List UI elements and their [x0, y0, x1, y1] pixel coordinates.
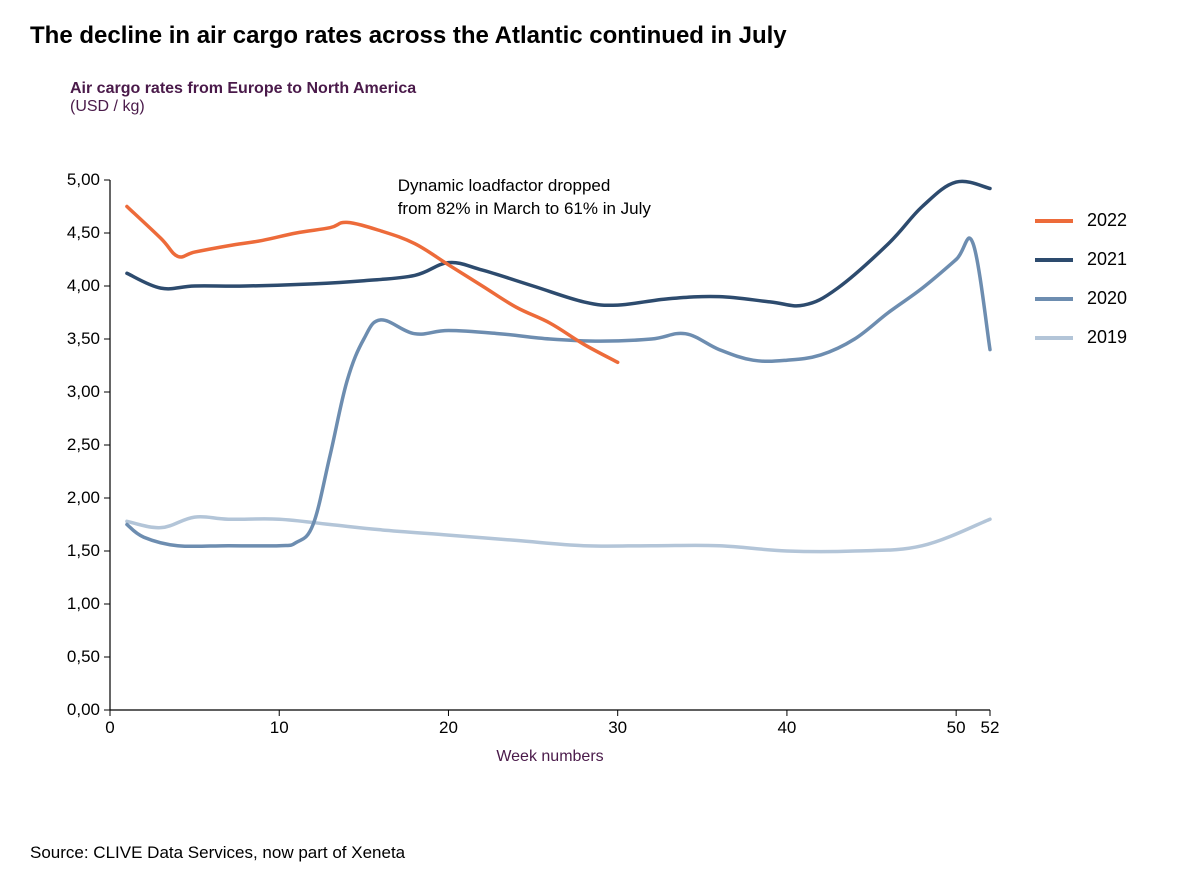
legend-item-2019: 2019 [1035, 327, 1127, 348]
y-tick-label: 0,50 [67, 647, 100, 667]
x-axis-title: Week numbers [496, 748, 603, 766]
y-tick-label: 3,00 [67, 382, 100, 402]
y-tick-label: 5,00 [67, 170, 100, 190]
subtitle-line2: (USD / kg) [70, 98, 416, 116]
source-text: Source: CLIVE Data Services, now part of… [30, 843, 405, 863]
x-tick-label: 50 [947, 718, 966, 738]
legend-label: 2020 [1087, 288, 1127, 309]
page-title: The decline in air cargo rates across th… [30, 22, 787, 50]
y-tick-label: 0,00 [67, 700, 100, 720]
legend-label: 2019 [1087, 327, 1127, 348]
legend-label: 2022 [1087, 210, 1127, 231]
y-tick-label: 3,50 [67, 329, 100, 349]
y-tick-label: 2,50 [67, 435, 100, 455]
legend-item-2022: 2022 [1035, 210, 1127, 231]
y-tick-label: 4,50 [67, 223, 100, 243]
chart-annotation: Dynamic loadfactor dropped from 82% in M… [398, 175, 651, 221]
y-tick-label: 1,50 [67, 541, 100, 561]
annotation-line1: Dynamic loadfactor dropped [398, 176, 611, 195]
subtitle-line1: Air cargo rates from Europe to North Ame… [70, 80, 416, 98]
legend-swatch [1035, 258, 1073, 262]
legend-swatch [1035, 336, 1073, 340]
legend-swatch [1035, 297, 1073, 301]
x-tick-label: 10 [270, 718, 289, 738]
chart-subtitle: Air cargo rates from Europe to North Ame… [70, 80, 416, 116]
chart-legend: 2022 2021 2020 2019 [1035, 210, 1127, 366]
x-tick-label: 0 [105, 718, 114, 738]
x-tick-label: 20 [439, 718, 458, 738]
annotation-line2: from 82% in March to 61% in July [398, 199, 651, 218]
legend-item-2020: 2020 [1035, 288, 1127, 309]
x-tick-label: 40 [777, 718, 796, 738]
y-tick-label: 4,00 [67, 276, 100, 296]
legend-swatch [1035, 219, 1073, 223]
y-tick-label: 2,00 [67, 488, 100, 508]
legend-label: 2021 [1087, 249, 1127, 270]
y-tick-label: 1,00 [67, 594, 100, 614]
line-chart-svg [110, 180, 990, 710]
legend-item-2021: 2021 [1035, 249, 1127, 270]
chart-plot-area: 0,000,501,001,502,002,503,003,504,004,50… [110, 180, 990, 710]
x-tick-label: 52 [981, 718, 1000, 738]
x-tick-label: 30 [608, 718, 627, 738]
